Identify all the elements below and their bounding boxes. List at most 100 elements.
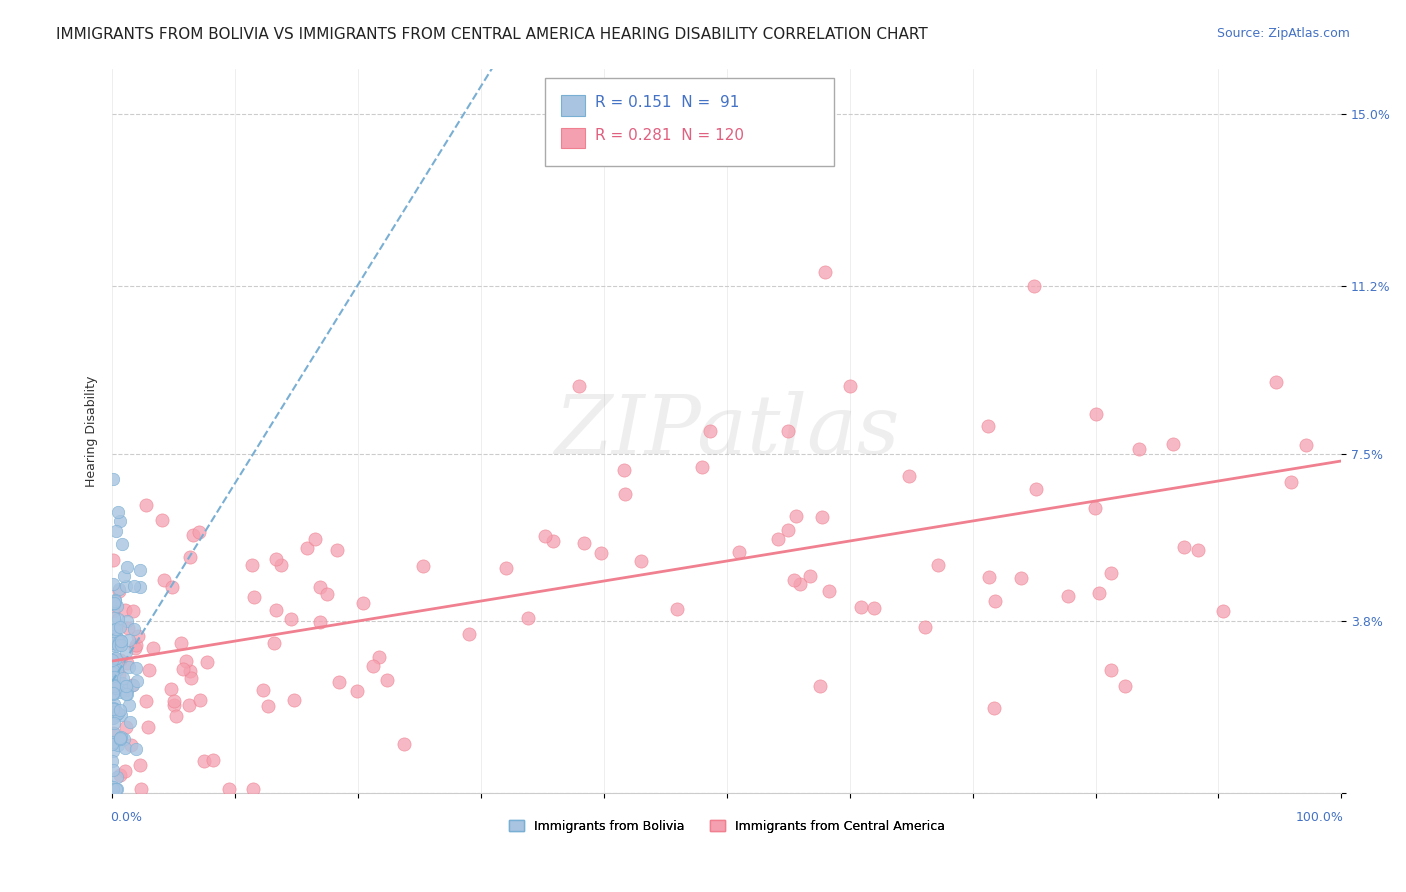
Point bbox=[778, 523, 800, 537]
Point bbox=[135, 498, 157, 512]
Point bbox=[103, 670, 125, 684]
Point bbox=[103, 638, 125, 652]
Point bbox=[103, 553, 125, 567]
Point bbox=[136, 719, 159, 733]
Point bbox=[375, 673, 398, 687]
Point bbox=[1161, 437, 1184, 451]
Point bbox=[103, 679, 125, 693]
Point bbox=[789, 577, 811, 591]
Point bbox=[394, 738, 416, 752]
Point bbox=[1212, 604, 1234, 618]
Point bbox=[118, 698, 141, 712]
Point bbox=[838, 378, 860, 392]
Point bbox=[111, 676, 134, 690]
Point bbox=[103, 763, 125, 777]
Point bbox=[309, 615, 332, 629]
Point bbox=[270, 558, 292, 572]
Point bbox=[1087, 585, 1109, 599]
Point bbox=[766, 532, 789, 546]
Point bbox=[630, 554, 652, 568]
Point bbox=[897, 469, 920, 483]
Point bbox=[165, 708, 187, 723]
Point bbox=[122, 622, 145, 636]
Point bbox=[179, 550, 201, 565]
Point bbox=[103, 701, 125, 715]
Point bbox=[103, 780, 125, 794]
Text: ZIPatlas: ZIPatlas bbox=[554, 391, 900, 471]
Point bbox=[125, 661, 148, 675]
Point bbox=[457, 626, 479, 640]
Point bbox=[115, 559, 138, 574]
Text: 100.0%: 100.0% bbox=[1296, 812, 1344, 824]
Point bbox=[110, 707, 132, 722]
Point bbox=[107, 582, 129, 597]
Point bbox=[240, 558, 263, 572]
Point bbox=[181, 528, 204, 542]
Point bbox=[188, 692, 211, 706]
Point bbox=[107, 706, 129, 721]
Point bbox=[193, 754, 215, 768]
Point bbox=[1025, 482, 1047, 496]
Point bbox=[252, 683, 274, 698]
Point bbox=[195, 655, 218, 669]
Point bbox=[104, 781, 127, 796]
Point bbox=[112, 732, 135, 747]
Point bbox=[103, 622, 125, 636]
Point bbox=[984, 594, 1007, 608]
Point bbox=[101, 577, 124, 591]
Point bbox=[1128, 442, 1150, 457]
Point bbox=[283, 692, 305, 706]
Point bbox=[1187, 543, 1209, 558]
Point bbox=[309, 580, 332, 594]
Point bbox=[1295, 438, 1317, 452]
Text: R = 0.151  N =  91: R = 0.151 N = 91 bbox=[595, 95, 740, 110]
Point bbox=[849, 599, 872, 614]
Point bbox=[361, 658, 384, 673]
Point bbox=[108, 634, 131, 648]
Point bbox=[115, 679, 138, 693]
Point bbox=[104, 705, 127, 719]
Point bbox=[257, 699, 280, 714]
Point bbox=[105, 623, 128, 637]
Point bbox=[115, 656, 138, 670]
Point bbox=[983, 701, 1005, 715]
Point bbox=[977, 418, 1000, 433]
Point bbox=[174, 654, 197, 668]
Point bbox=[101, 664, 124, 678]
Point bbox=[105, 658, 128, 673]
Point bbox=[103, 701, 125, 715]
Point bbox=[108, 653, 131, 667]
Point bbox=[811, 510, 834, 524]
Point bbox=[517, 611, 540, 625]
Y-axis label: Hearing Disability: Hearing Disability bbox=[86, 376, 98, 487]
Point bbox=[218, 781, 240, 796]
Point bbox=[103, 698, 125, 712]
Point bbox=[1114, 679, 1136, 693]
Point bbox=[103, 672, 125, 686]
Text: Source: ZipAtlas.com: Source: ZipAtlas.com bbox=[1216, 27, 1350, 40]
Point bbox=[110, 730, 132, 744]
Point bbox=[124, 640, 146, 655]
Point bbox=[412, 558, 434, 573]
Point bbox=[118, 715, 141, 730]
Point bbox=[103, 725, 125, 739]
Point bbox=[128, 580, 150, 594]
Point bbox=[1057, 589, 1080, 603]
Point bbox=[103, 726, 125, 740]
Point bbox=[103, 597, 125, 611]
Point bbox=[101, 705, 124, 719]
Point bbox=[115, 687, 138, 701]
Point bbox=[163, 698, 186, 713]
Point bbox=[135, 694, 157, 708]
Point bbox=[150, 513, 173, 527]
Point bbox=[105, 650, 128, 665]
Point bbox=[101, 755, 124, 769]
Text: R = 0.281  N = 120: R = 0.281 N = 120 bbox=[595, 128, 744, 144]
Point bbox=[304, 532, 326, 546]
Point bbox=[778, 424, 800, 438]
Point bbox=[814, 265, 837, 279]
Point bbox=[101, 711, 124, 725]
Point bbox=[808, 679, 831, 693]
Point bbox=[863, 601, 886, 615]
Point bbox=[367, 650, 389, 665]
